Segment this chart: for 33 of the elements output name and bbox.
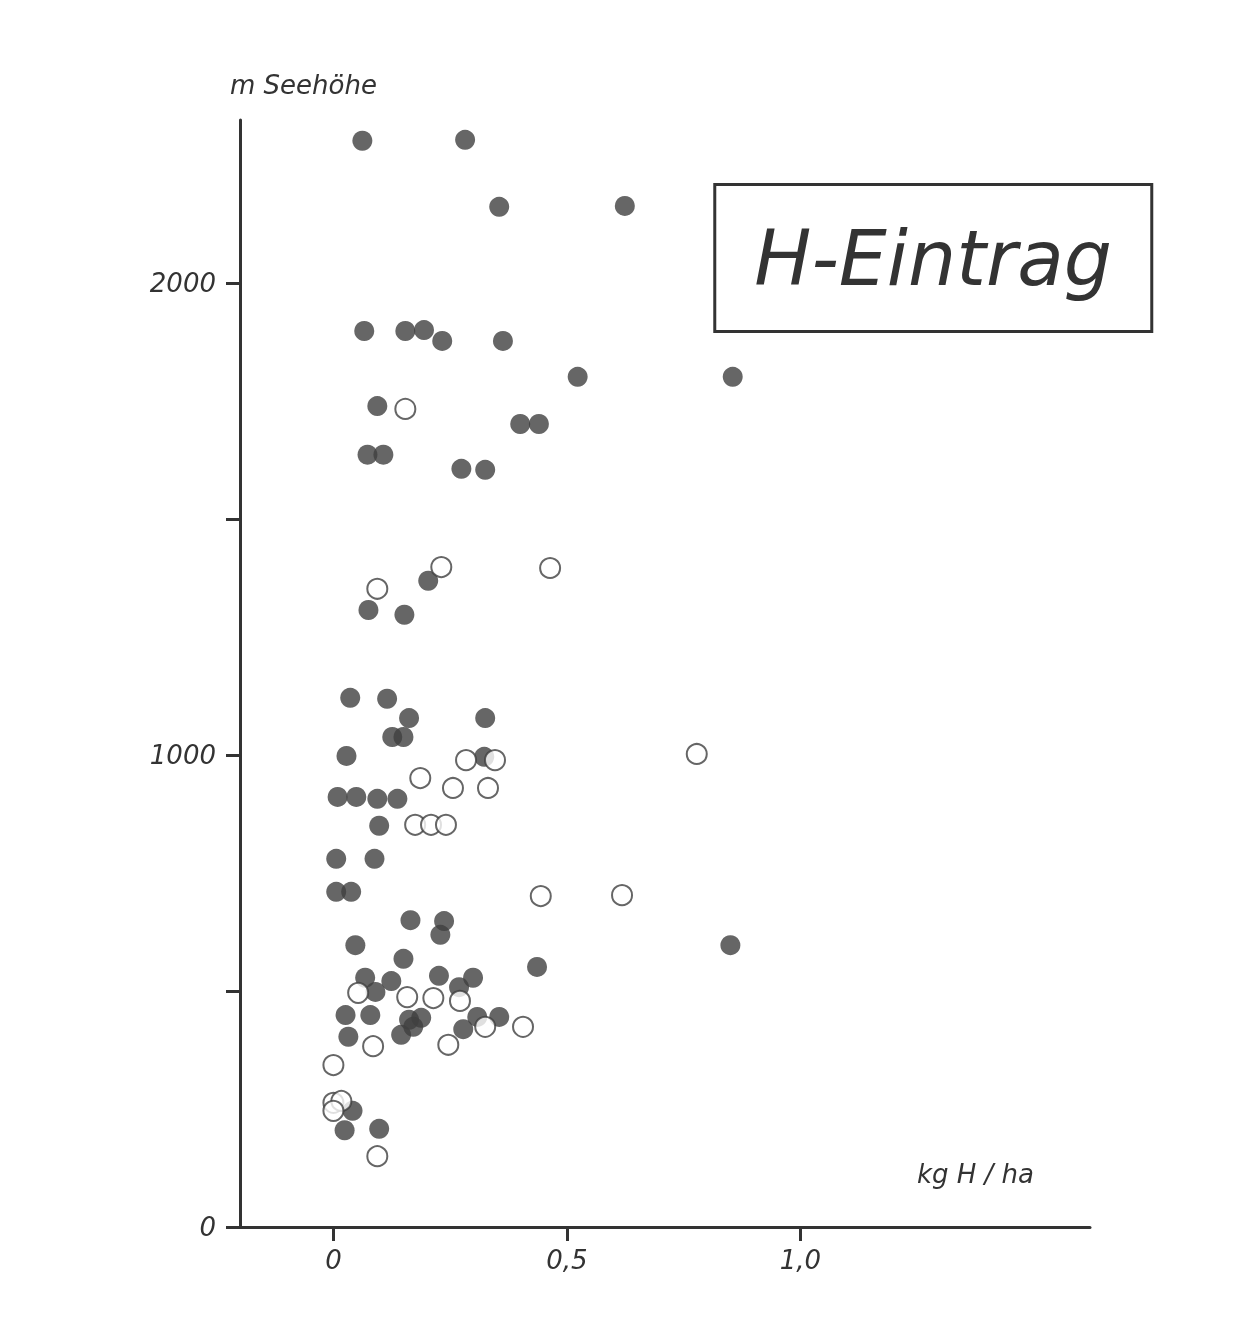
point	[484, 749, 506, 772]
point	[441, 776, 464, 799]
y-tick-label: 2000	[149, 267, 216, 298]
point	[477, 776, 499, 799]
x-tick-label: 0,5	[546, 1245, 588, 1275]
point	[422, 987, 445, 1010]
x-axis-title: kg H / ha	[916, 1159, 1034, 1189]
point	[685, 742, 708, 765]
point	[529, 885, 552, 908]
point	[366, 1145, 389, 1168]
point	[455, 749, 478, 772]
point	[437, 1033, 460, 1056]
point	[396, 986, 419, 1009]
point	[366, 577, 389, 600]
text: H-Eintrag	[754, 213, 1112, 303]
y-tick-label: 0	[199, 1212, 216, 1242]
point	[474, 1015, 497, 1038]
point	[362, 1035, 385, 1058]
y-axis-title: m Seehöhe	[230, 70, 377, 100]
point	[611, 884, 634, 907]
x-tick-label: 1,0	[779, 1245, 822, 1275]
point	[322, 1099, 345, 1122]
point	[430, 556, 453, 579]
point	[512, 1015, 535, 1038]
point	[448, 989, 471, 1012]
point	[434, 813, 457, 836]
point	[409, 767, 432, 790]
y-tick-label: 1000	[149, 739, 216, 770]
point	[394, 397, 417, 420]
point	[322, 1054, 345, 1077]
point	[347, 981, 370, 1004]
x-tick-label: 0	[325, 1245, 342, 1275]
point	[539, 557, 562, 579]
